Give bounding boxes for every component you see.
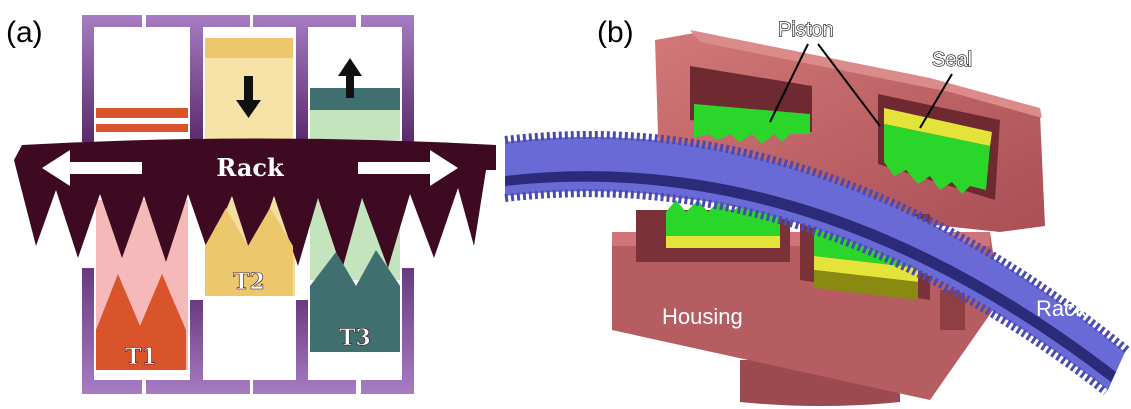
arrow-up-icon bbox=[338, 58, 362, 98]
upper-chamber-2 bbox=[205, 38, 293, 140]
callout-housing-label: Housing bbox=[662, 304, 743, 329]
panel-a-label: (a) bbox=[6, 16, 43, 49]
tooth-t3-label: T3 bbox=[339, 325, 371, 351]
rack-label-a: Rack bbox=[216, 153, 285, 182]
lower-chamber-frame bbox=[82, 268, 414, 394]
piston-upper-right bbox=[884, 108, 992, 194]
callout-rack-label: Rack bbox=[1036, 296, 1087, 321]
upper-chamber-frame bbox=[82, 15, 414, 142]
arrow-left-icon bbox=[42, 150, 142, 186]
panel-b-label: (b) bbox=[597, 16, 634, 49]
callout-seal: Seal bbox=[919, 48, 973, 129]
callout-piston-label: Piston bbox=[778, 19, 834, 41]
rack-a: Rack bbox=[14, 138, 496, 270]
panel-b: (b) bbox=[504, 16, 1130, 406]
tooth-t3: T3 bbox=[310, 250, 400, 352]
panel-a: (a) bbox=[6, 15, 496, 394]
tooth-t1: T1 bbox=[96, 274, 186, 370]
callout-seal-label: Seal bbox=[932, 49, 972, 71]
arrow-right-icon bbox=[358, 150, 458, 186]
callout-piston: Piston bbox=[769, 18, 881, 127]
tooth-t2-label: T2 bbox=[233, 269, 265, 295]
upper-chamber-1 bbox=[96, 108, 188, 132]
upper-chamber-3 bbox=[310, 58, 400, 140]
arrow-down-icon bbox=[236, 76, 261, 118]
tooth-t2: T2 bbox=[205, 208, 293, 296]
tooth-t1-label: T1 bbox=[125, 344, 157, 370]
rack-b bbox=[504, 131, 1130, 396]
